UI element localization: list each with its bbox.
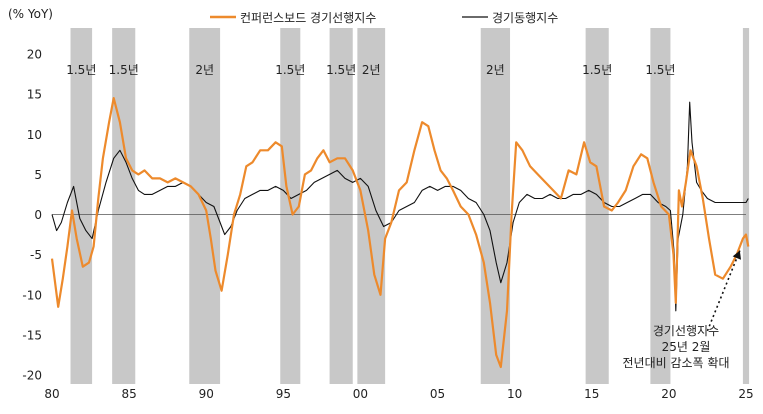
- legend: 컨퍼런스보드 경기선행지수 경기동행지수: [210, 10, 558, 25]
- x-tick-label: 95: [276, 387, 291, 401]
- band-duration-label-8: 1.5년: [645, 63, 675, 77]
- x-tick-label: 90: [199, 387, 214, 401]
- legend-label-coincident: 경기동행지수: [492, 10, 558, 25]
- annotation-line-1: 경기선행지수: [653, 323, 719, 338]
- band-duration-label-0: 1.5년: [66, 63, 96, 77]
- y-tick-label: 20: [27, 48, 42, 62]
- x-tick-label: 85: [121, 387, 136, 401]
- y-tick-label: -20: [22, 369, 42, 383]
- x-tick-label: 15: [584, 387, 599, 401]
- x-tick-label: 25: [738, 387, 753, 401]
- x-tick-label: 80: [44, 387, 59, 401]
- y-tick-label: 15: [27, 88, 42, 102]
- y-tick-label: -10: [22, 288, 42, 302]
- y-tick-label: -5: [30, 248, 42, 262]
- recession-band-1: [112, 28, 136, 384]
- y-tick-label: 10: [27, 128, 42, 142]
- band-duration-label-1: 1.5년: [109, 63, 139, 77]
- band-duration-label-4: 1.5년: [326, 63, 356, 77]
- x-tick-label: 20: [661, 387, 676, 401]
- recession-bands: 1.5년 1.5년 2년 1.5년 1.5년 2년 2년 1.5년 1.5년: [66, 28, 750, 384]
- recession-band-4: [329, 28, 353, 384]
- band-duration-label-5: 2년: [362, 63, 381, 77]
- x-tick-label: 10: [507, 387, 522, 401]
- annotation-line-3: 전년대비 감소폭 확대: [623, 356, 730, 370]
- series-line-leading-index: [50, 97, 750, 369]
- series-lines: [50, 97, 750, 369]
- recession-band-0: [70, 28, 93, 384]
- annotation-arrow-head: [732, 250, 742, 260]
- recession-band-5: [357, 28, 386, 384]
- band-duration-label-6: 2년: [486, 63, 505, 77]
- recession-band-7: [585, 28, 609, 384]
- annotation-line-2: 25년 2월: [662, 340, 711, 354]
- band-duration-label-7: 1.5년: [582, 63, 612, 77]
- annotation: 경기선행지수 25년 2월 전년대비 감소폭 확대: [623, 250, 742, 370]
- legend-label-leading: 컨퍼런스보드 경기선행지수: [240, 10, 376, 25]
- series-line-coincident-index: [51, 101, 749, 312]
- y-axis-unit-label: (% YoY): [8, 7, 53, 21]
- y-tick-label: 0: [34, 208, 42, 222]
- x-tick-label: 00: [353, 387, 368, 401]
- band-duration-label-3: 1.5년: [275, 63, 305, 77]
- y-tick-label: 5: [34, 168, 42, 182]
- y-tick-label: -15: [22, 328, 42, 342]
- x-axis: 80 85 90 95 00 05 10 15 20 25: [44, 387, 753, 401]
- band-duration-label-2: 2년: [195, 63, 214, 77]
- recession-band-9: [742, 28, 750, 384]
- x-tick-label: 05: [430, 387, 445, 401]
- y-axis: 20 15 10 5 0 -5 -10 -15 -20: [22, 48, 42, 383]
